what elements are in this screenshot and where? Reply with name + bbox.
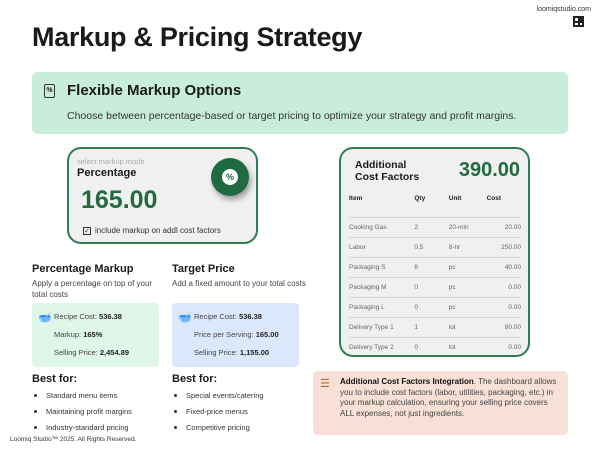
percent-icon: % [222, 169, 238, 185]
table-cell: Packaging S [349, 256, 415, 277]
column-header: Cost [486, 195, 502, 202]
info-banner: % Flexible Markup Options Choose between… [32, 72, 568, 134]
percentage-best-for: Best for: Standard menu items Maintaining… [32, 373, 132, 439]
list-item: Special events/catering [172, 391, 264, 407]
footer-copyright: Loomiq Studio™ 2025. All Rights Reserved… [10, 436, 137, 443]
selling-price-row: Selling Price: 1,155.00 [194, 348, 270, 357]
best-for-heading: Best for: [172, 373, 218, 385]
table-cell: 40.00 [486, 256, 521, 277]
table-row: Packaging M 0 pc 0.00 [349, 276, 521, 297]
best-for-heading: Best for: [32, 373, 78, 385]
cost-factors-table: Item Qty Unit Cost Cooking Gas 2 20-min 20.00 L… [349, 195, 521, 357]
checkbox-label: include markup on addl cost factors [95, 226, 221, 235]
sliders-icon: ☰ [320, 378, 330, 390]
integration-note: ☰ Additional Cost Factors Integration. T… [313, 371, 568, 435]
logo-icon [573, 16, 584, 27]
table-cell[interactable]: 0.5 [414, 236, 449, 257]
table-cell: Delivery Type 1 [349, 316, 415, 337]
list-item: Maintaining profit margins [32, 407, 132, 423]
table-cell[interactable]: 8 [414, 256, 449, 277]
cost-factors-total: 390.00 [458, 159, 520, 181]
table-cell: Delivery Type 2 [349, 336, 415, 357]
target-example-box: 🥣 Recipe Cost: 536.38 Price per Serving:… [172, 303, 299, 367]
target-desc: Add a fixed amount to your total costs [172, 279, 306, 288]
cost-factors-title: Additional Cost Factors [355, 159, 420, 183]
table-cell: Packaging M [349, 276, 415, 297]
site-url[interactable]: loomiqstudio.com [536, 6, 591, 13]
table-cell: 0.00 [486, 276, 521, 297]
price-per-serving-row: Price per Serving: 165.00 [194, 330, 279, 339]
checkbox-checked-icon[interactable]: ✓ [83, 226, 91, 235]
list-item: Competitive pricing [172, 423, 264, 439]
column-header: Qty [414, 195, 426, 202]
table-row: Delivery Type 2 0 lot 0.00 [349, 336, 521, 357]
table-cell: 0.00 [486, 336, 521, 357]
recipe-cost-row: Recipe Cost: 536.38 [194, 312, 262, 321]
table-cell: Packaging L [349, 296, 415, 317]
include-addl-costs-checkbox[interactable]: ✓ include markup on addl cost factors [83, 226, 221, 235]
table-cell: lot [448, 336, 487, 357]
column-header: Item [349, 195, 363, 202]
price-tag-percent-icon: % [44, 84, 55, 98]
recipe-cost-row: Recipe Cost: 536.38 [54, 312, 122, 321]
integration-text: Additional Cost Factors Integration. The… [340, 377, 557, 418]
table-cell: Cooking Gas [349, 216, 415, 237]
table-cell: 8-hr [448, 236, 487, 257]
table-cell: 250.00 [486, 236, 521, 257]
list-item: Industry-standard pricing [32, 423, 132, 439]
list-item: Standard menu items [32, 391, 132, 407]
table-cell: 80.00 [486, 316, 521, 337]
table-cell: pc [448, 276, 487, 297]
table-cell[interactable]: 0 [414, 296, 449, 317]
table-cell[interactable]: 0 [414, 336, 449, 357]
selling-price-row: Selling Price: 2,454.89 [54, 348, 130, 357]
banner-heading: Flexible Markup Options [67, 82, 242, 99]
mode-select[interactable]: Percentage [77, 167, 137, 179]
mode-toggle-button[interactable]: % [211, 158, 249, 196]
mortar-pestle-icon: 🥣 [178, 312, 192, 324]
table-cell: 20-min [448, 216, 487, 237]
banner-text: Choose between percentage-based or targe… [67, 110, 517, 122]
markup-mode-card: select markup mode Percentage 165.00 % ✓… [67, 147, 258, 244]
table-cell[interactable]: 1 [414, 316, 449, 337]
table-cell: pc [448, 296, 487, 317]
table-row: Packaging S 8 pc 40.00 [349, 256, 521, 277]
table-row: Delivery Type 1 1 lot 80.00 [349, 316, 521, 337]
table-row: Cooking Gas 2 20-min 20.00 [349, 216, 521, 237]
percentage-example-box: 🥣 Recipe Cost: 536.38 Markup: 165% Selli… [32, 303, 159, 367]
percentage-desc: Apply a percentage on top of your total … [32, 279, 153, 299]
markup-row: Markup: 165% [54, 330, 103, 339]
percentage-heading: Percentage Markup [32, 263, 134, 275]
target-heading: Target Price [172, 263, 235, 275]
table-cell[interactable]: 2 [414, 216, 449, 237]
table-cell: pc [448, 256, 487, 277]
target-best-for: Best for: Special events/catering Fixed-p… [172, 373, 264, 439]
mode-label: select markup mode [77, 157, 145, 166]
percentage-markup-section: Percentage Markup Apply a percentage on … [32, 263, 162, 300]
table-cell: 20.00 [486, 216, 521, 237]
target-price-section: Target Price Add a fixed amount to your … [172, 263, 312, 289]
table-row: Packaging L 0 pc 0.00 [349, 296, 521, 317]
column-header: Unit [448, 195, 462, 202]
table-cell: lot [448, 316, 487, 337]
cost-factors-card: Additional Cost Factors 390.00 Item Qty Uni… [339, 147, 530, 357]
table-cell: Labor [349, 236, 415, 257]
list-item: Fixed-price menus [172, 407, 264, 423]
table-cell[interactable]: 0 [414, 276, 449, 297]
table-cell: 0.00 [486, 296, 521, 317]
page-title: Markup & Pricing Strategy [32, 22, 363, 52]
table-row: Labor 0.5 8-hr 250.00 [349, 236, 521, 257]
mortar-pestle-icon: 🥣 [38, 312, 52, 324]
markup-value-input[interactable]: 165.00 [81, 186, 158, 214]
